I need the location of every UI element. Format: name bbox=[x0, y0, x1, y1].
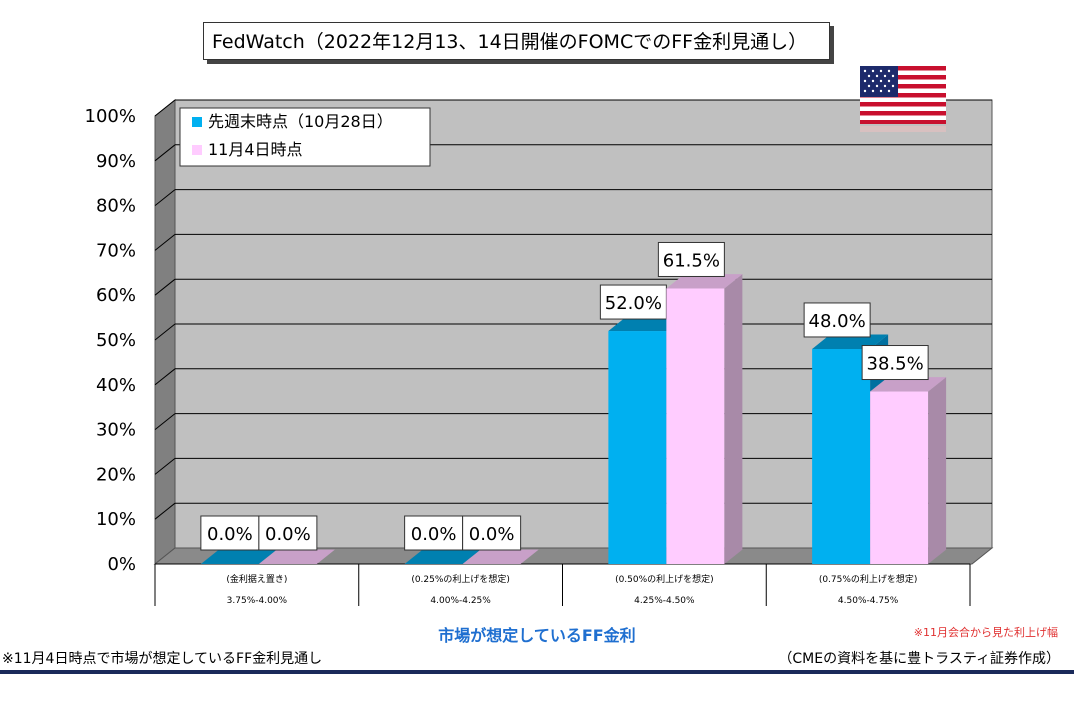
data-label: 52.0% bbox=[605, 293, 662, 314]
y-tick-label: 40% bbox=[96, 375, 136, 396]
gridline-side bbox=[154, 413, 176, 430]
data-label-box bbox=[861, 345, 929, 381]
bar-front bbox=[666, 288, 725, 564]
rate-hike-note: ※11月会合から見た利上げ幅 bbox=[913, 626, 1058, 639]
bar-side bbox=[928, 377, 947, 564]
data-label-box bbox=[404, 515, 464, 551]
gridline-side bbox=[154, 458, 176, 475]
us-flag-icon bbox=[860, 66, 946, 132]
data-label-box bbox=[657, 241, 725, 277]
category-range: 4.25%-4.50% bbox=[634, 596, 695, 606]
category-range: 3.75%-4.00% bbox=[227, 596, 288, 606]
y-tick-label: 50% bbox=[96, 330, 136, 351]
category-note: (0.25%の利上げを想定) bbox=[411, 573, 510, 585]
bar-front bbox=[812, 348, 871, 564]
bottom-divider bbox=[0, 670, 1074, 674]
data-label-box bbox=[258, 515, 318, 551]
bar-front bbox=[608, 331, 667, 564]
bar-top bbox=[462, 549, 539, 564]
data-label: 0.0% bbox=[469, 524, 515, 545]
legend-swatch bbox=[192, 145, 202, 155]
data-label-box bbox=[599, 284, 667, 320]
category-range: 4.00%-4.25% bbox=[430, 596, 491, 606]
footnote-left: ※11月4日時点で市場が想定しているFF金利見通し bbox=[2, 651, 323, 667]
gridline-side bbox=[154, 278, 176, 296]
y-tick-label: 70% bbox=[96, 240, 136, 261]
data-label: 61.5% bbox=[663, 250, 720, 271]
bar-side bbox=[724, 274, 743, 564]
legend-box bbox=[179, 107, 431, 167]
y-tick-label: 0% bbox=[107, 554, 136, 575]
bar-top bbox=[258, 549, 335, 564]
data-label-box bbox=[462, 515, 522, 551]
bar-top bbox=[404, 549, 481, 564]
category-range: 4.50%-4.75% bbox=[838, 596, 899, 606]
y-tick-label: 30% bbox=[96, 420, 136, 441]
data-label: 38.5% bbox=[867, 354, 924, 375]
y-tick-label: 80% bbox=[96, 196, 136, 217]
legend-label: 11月4日時点 bbox=[208, 140, 303, 159]
bar-top bbox=[666, 274, 743, 289]
gridline-side bbox=[154, 234, 176, 251]
y-tick-label: 100% bbox=[85, 106, 136, 127]
category-note: (0.75%の利上げを想定) bbox=[819, 573, 918, 585]
chart-title: FedWatch（2022年12月13、14日開催のFOMCでのFF金利見通し） bbox=[203, 22, 830, 60]
legend-label: 先週末時点（10月28日） bbox=[208, 112, 393, 131]
source-note: （CMEの資料を基に豊トラスティ証券作成） bbox=[778, 651, 1060, 667]
gridline-side bbox=[154, 368, 176, 386]
bar-top bbox=[200, 549, 277, 564]
bar-front bbox=[870, 391, 929, 564]
bar-top bbox=[870, 377, 947, 392]
y-tick-label: 20% bbox=[96, 464, 136, 485]
data-label: 48.0% bbox=[809, 311, 866, 332]
category-note: (0.50%の利上げを想定) bbox=[615, 573, 714, 585]
y-tick-label: 90% bbox=[96, 151, 136, 172]
legend-swatch bbox=[192, 117, 202, 127]
data-label: 0.0% bbox=[411, 524, 457, 545]
y-tick-label: 10% bbox=[96, 509, 136, 530]
data-label-box bbox=[803, 302, 871, 338]
category-note: (金利据え置き) bbox=[226, 573, 287, 585]
data-label: 0.0% bbox=[207, 524, 253, 545]
gridline-side bbox=[154, 323, 176, 341]
data-label-box bbox=[200, 515, 260, 551]
y-tick-label: 60% bbox=[96, 285, 136, 306]
gridline-side bbox=[154, 99, 176, 117]
x-axis-title: 市場が想定しているFF金利 bbox=[438, 626, 636, 645]
gridline-side bbox=[154, 189, 176, 206]
gridline-side bbox=[154, 502, 176, 520]
gridline-side bbox=[154, 144, 176, 162]
bar-top bbox=[608, 316, 685, 332]
data-label: 0.0% bbox=[265, 524, 311, 545]
